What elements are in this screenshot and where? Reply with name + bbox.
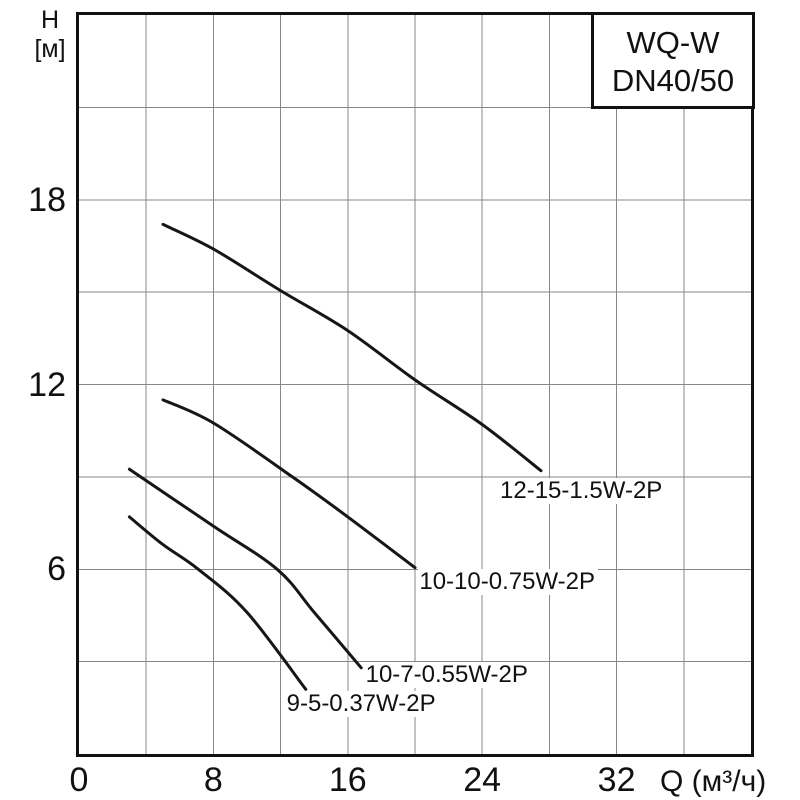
pump-curve-10-10-0.75W-2P: [161, 398, 417, 570]
curve-label-12-15-1.5W-2P: 12-15-1.5W-2P: [499, 478, 666, 505]
y-axis-unit: [м]: [34, 35, 66, 63]
x-tick-label-24: 24: [463, 761, 502, 799]
curve-label-10-10-0.75W-2P: 10-10-0.75W-2P: [418, 569, 599, 596]
y-tick-label-18: 18: [28, 180, 66, 219]
curve-label-10-7-0.55W-2P: 10-7-0.55W-2P: [364, 661, 531, 688]
x-tick-label-0: 0: [69, 761, 89, 799]
pump-curve-9-5-0.37W-2P: [127, 515, 308, 691]
x-axis-title: Q (м³/ч): [660, 765, 767, 798]
y-axis-title: H [м]: [24, 6, 76, 64]
y-axis-symbol: H: [40, 6, 60, 34]
x-tick-label-8: 8: [203, 761, 223, 799]
chart-title-model: DN40/50: [611, 63, 735, 98]
chart-title-series: WQ-W: [626, 25, 720, 60]
pump-curve-10-7-0.55W-2P: [127, 467, 363, 670]
curve-label-9-5-0.37W-2P: 9-5-0.37W-2P: [285, 690, 439, 717]
y-tick-label-6: 6: [47, 550, 66, 589]
plot-area: 12-15-1.5W-2P 10-10-0.75W-2P 10-7-0.55W-2P…: [76, 12, 754, 757]
x-tick-label-32: 32: [597, 761, 636, 799]
chart-canvas: [79, 15, 751, 754]
x-tick-label-16: 16: [328, 761, 367, 799]
pump-curve-12-15-1.5W-2P: [161, 222, 543, 473]
chart-title-box: WQ-W DN40/50: [591, 12, 755, 109]
y-tick-label-12: 12: [28, 365, 66, 404]
